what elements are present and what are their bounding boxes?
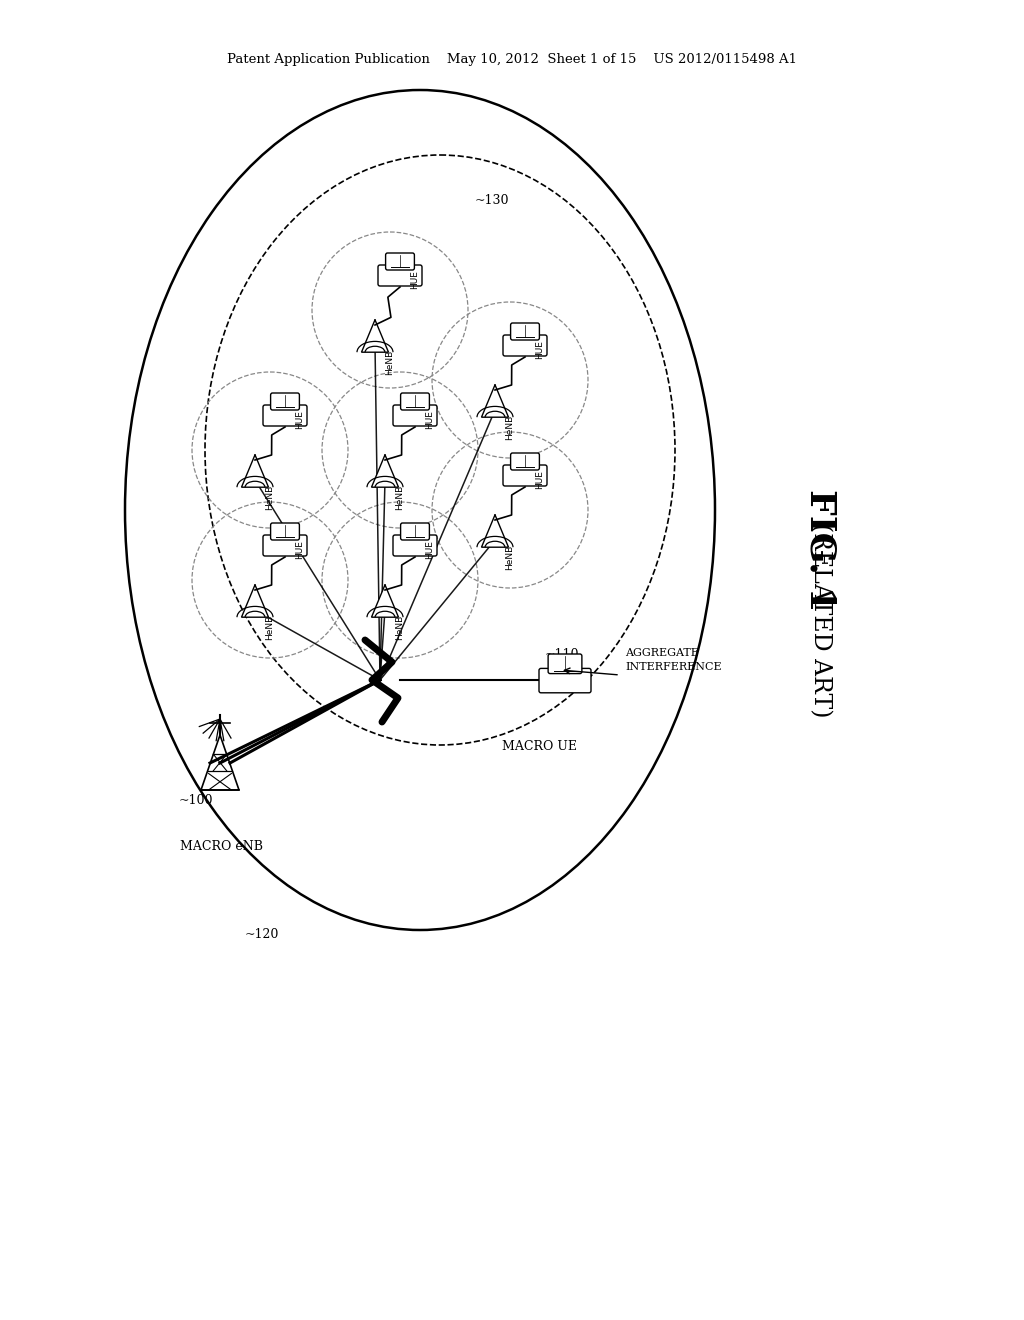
Text: ~120: ~120 bbox=[245, 928, 280, 941]
FancyBboxPatch shape bbox=[511, 453, 540, 470]
Text: HUE: HUE bbox=[295, 411, 304, 429]
FancyBboxPatch shape bbox=[263, 535, 307, 556]
FancyBboxPatch shape bbox=[400, 523, 429, 540]
FancyBboxPatch shape bbox=[393, 535, 437, 556]
Text: HUE: HUE bbox=[535, 470, 544, 488]
Text: ~110: ~110 bbox=[545, 648, 580, 661]
FancyBboxPatch shape bbox=[378, 265, 422, 286]
Text: MACRO UE: MACRO UE bbox=[503, 741, 578, 752]
Text: HeNB: HeNB bbox=[505, 545, 514, 570]
Text: ~100: ~100 bbox=[178, 793, 213, 807]
Text: HeNB: HeNB bbox=[505, 414, 514, 441]
Polygon shape bbox=[242, 585, 268, 618]
Text: HeNB: HeNB bbox=[395, 615, 404, 640]
FancyBboxPatch shape bbox=[511, 323, 540, 341]
Text: HeNB: HeNB bbox=[385, 350, 394, 375]
Text: HUE: HUE bbox=[295, 540, 304, 558]
Text: HUE: HUE bbox=[535, 341, 544, 359]
Polygon shape bbox=[242, 455, 268, 487]
FancyBboxPatch shape bbox=[503, 465, 547, 486]
Text: HeNB: HeNB bbox=[395, 484, 404, 511]
Text: HeNB: HeNB bbox=[265, 484, 274, 511]
Text: (RELATED ART): (RELATED ART) bbox=[809, 523, 831, 717]
Text: HUE: HUE bbox=[410, 271, 419, 289]
FancyBboxPatch shape bbox=[539, 668, 591, 693]
FancyBboxPatch shape bbox=[386, 253, 415, 271]
FancyBboxPatch shape bbox=[548, 653, 582, 673]
FancyBboxPatch shape bbox=[263, 405, 307, 426]
FancyBboxPatch shape bbox=[393, 405, 437, 426]
FancyBboxPatch shape bbox=[270, 523, 299, 540]
Text: Patent Application Publication    May 10, 2012  Sheet 1 of 15    US 2012/0115498: Patent Application Publication May 10, 2… bbox=[227, 54, 797, 66]
Polygon shape bbox=[372, 585, 398, 618]
Polygon shape bbox=[372, 455, 398, 487]
Text: HUE: HUE bbox=[425, 411, 434, 429]
Text: ~130: ~130 bbox=[475, 194, 510, 206]
FancyBboxPatch shape bbox=[503, 335, 547, 356]
Polygon shape bbox=[361, 319, 388, 352]
Text: HUE: HUE bbox=[425, 540, 434, 558]
Polygon shape bbox=[481, 385, 509, 417]
Text: FIG. 1: FIG. 1 bbox=[803, 488, 837, 611]
Polygon shape bbox=[481, 515, 509, 548]
Text: AGGREGATE
INTERFERENCE: AGGREGATE INTERFERENCE bbox=[625, 648, 722, 672]
Text: MACRO eNB: MACRO eNB bbox=[180, 840, 263, 853]
Text: HeNB: HeNB bbox=[265, 615, 274, 640]
FancyBboxPatch shape bbox=[400, 393, 429, 411]
FancyBboxPatch shape bbox=[270, 393, 299, 411]
